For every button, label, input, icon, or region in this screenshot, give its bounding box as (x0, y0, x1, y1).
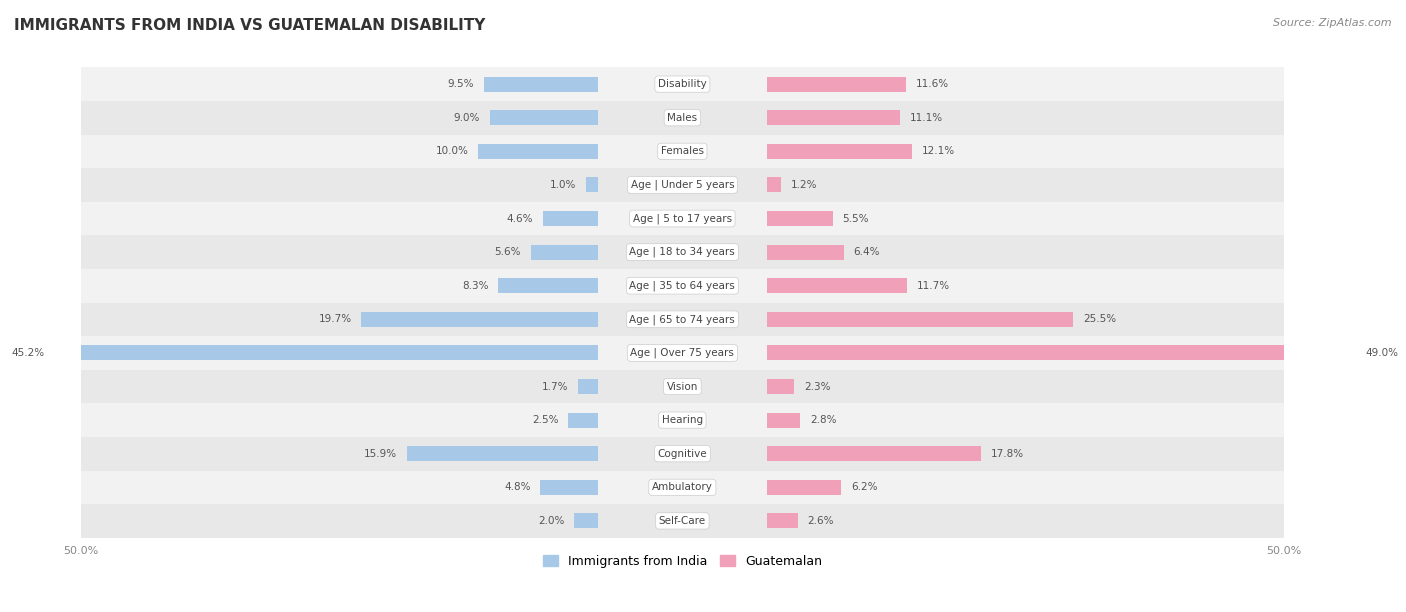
Text: Males: Males (668, 113, 697, 123)
Bar (80, 471, 1284, 504)
Bar (531, 245, 598, 259)
Text: 2.6%: 2.6% (807, 516, 834, 526)
Text: 45.2%: 45.2% (11, 348, 45, 358)
Text: 1.0%: 1.0% (550, 180, 576, 190)
Bar (766, 76, 905, 92)
Bar (484, 76, 598, 92)
Text: 2.3%: 2.3% (804, 381, 831, 392)
Text: 25.5%: 25.5% (1083, 315, 1116, 324)
Text: 5.5%: 5.5% (842, 214, 869, 223)
Bar (80, 101, 1284, 135)
Bar (766, 446, 981, 461)
Text: 4.6%: 4.6% (506, 214, 533, 223)
Bar (766, 177, 780, 193)
Bar (498, 278, 598, 293)
Bar (406, 446, 598, 461)
Bar (80, 269, 1284, 302)
Bar (766, 379, 794, 394)
Text: Females: Females (661, 146, 704, 156)
Bar (766, 211, 832, 226)
Text: Disability: Disability (658, 79, 707, 89)
Text: 9.5%: 9.5% (447, 79, 474, 89)
Text: Cognitive: Cognitive (658, 449, 707, 459)
Text: 10.0%: 10.0% (436, 146, 468, 156)
Bar (578, 379, 598, 394)
Bar (766, 345, 1357, 360)
Bar (766, 278, 907, 293)
Bar (766, 312, 1073, 327)
Bar (489, 110, 598, 125)
Bar (80, 370, 1284, 403)
Text: 2.8%: 2.8% (810, 415, 837, 425)
Bar (80, 504, 1284, 538)
Bar (766, 513, 797, 529)
Bar (80, 236, 1284, 269)
Bar (80, 302, 1284, 336)
Bar (80, 437, 1284, 471)
Text: 1.2%: 1.2% (790, 180, 817, 190)
Text: 11.1%: 11.1% (910, 113, 943, 123)
Text: 19.7%: 19.7% (318, 315, 352, 324)
Text: Age | 18 to 34 years: Age | 18 to 34 years (630, 247, 735, 258)
Bar (80, 168, 1284, 202)
Bar (766, 480, 841, 495)
Text: Age | 65 to 74 years: Age | 65 to 74 years (630, 314, 735, 324)
Text: 11.6%: 11.6% (915, 79, 949, 89)
Text: 6.2%: 6.2% (851, 482, 877, 492)
Text: 9.0%: 9.0% (454, 113, 481, 123)
Bar (361, 312, 598, 327)
Text: Hearing: Hearing (662, 415, 703, 425)
Bar (478, 144, 598, 159)
Bar (80, 67, 1284, 101)
Text: 4.8%: 4.8% (505, 482, 531, 492)
Bar (80, 202, 1284, 236)
Text: 17.8%: 17.8% (990, 449, 1024, 459)
Text: IMMIGRANTS FROM INDIA VS GUATEMALAN DISABILITY: IMMIGRANTS FROM INDIA VS GUATEMALAN DISA… (14, 18, 485, 34)
Legend: Immigrants from India, Guatemalan: Immigrants from India, Guatemalan (538, 550, 827, 573)
Text: Ambulatory: Ambulatory (652, 482, 713, 492)
Bar (766, 144, 912, 159)
Bar (80, 135, 1284, 168)
Bar (540, 480, 598, 495)
Bar (766, 110, 900, 125)
Text: Age | 5 to 17 years: Age | 5 to 17 years (633, 213, 733, 224)
Bar (574, 513, 598, 529)
Text: Vision: Vision (666, 381, 697, 392)
Bar (80, 336, 1284, 370)
Bar (55, 345, 598, 360)
Text: Age | Over 75 years: Age | Over 75 years (630, 348, 734, 358)
Bar (543, 211, 598, 226)
Bar (766, 412, 800, 428)
Text: Age | 35 to 64 years: Age | 35 to 64 years (630, 280, 735, 291)
Text: 1.7%: 1.7% (541, 381, 568, 392)
Text: 12.1%: 12.1% (922, 146, 955, 156)
Text: 11.7%: 11.7% (917, 281, 950, 291)
Text: 5.6%: 5.6% (495, 247, 522, 257)
Text: Age | Under 5 years: Age | Under 5 years (630, 180, 734, 190)
Bar (586, 177, 598, 193)
Text: Self-Care: Self-Care (659, 516, 706, 526)
Text: 49.0%: 49.0% (1365, 348, 1399, 358)
Text: 2.5%: 2.5% (531, 415, 558, 425)
Text: Source: ZipAtlas.com: Source: ZipAtlas.com (1274, 18, 1392, 28)
Bar (568, 412, 598, 428)
Bar (766, 245, 844, 259)
Text: 15.9%: 15.9% (364, 449, 398, 459)
Text: 2.0%: 2.0% (538, 516, 564, 526)
Text: 8.3%: 8.3% (463, 281, 489, 291)
Text: 6.4%: 6.4% (853, 247, 880, 257)
Bar (80, 403, 1284, 437)
